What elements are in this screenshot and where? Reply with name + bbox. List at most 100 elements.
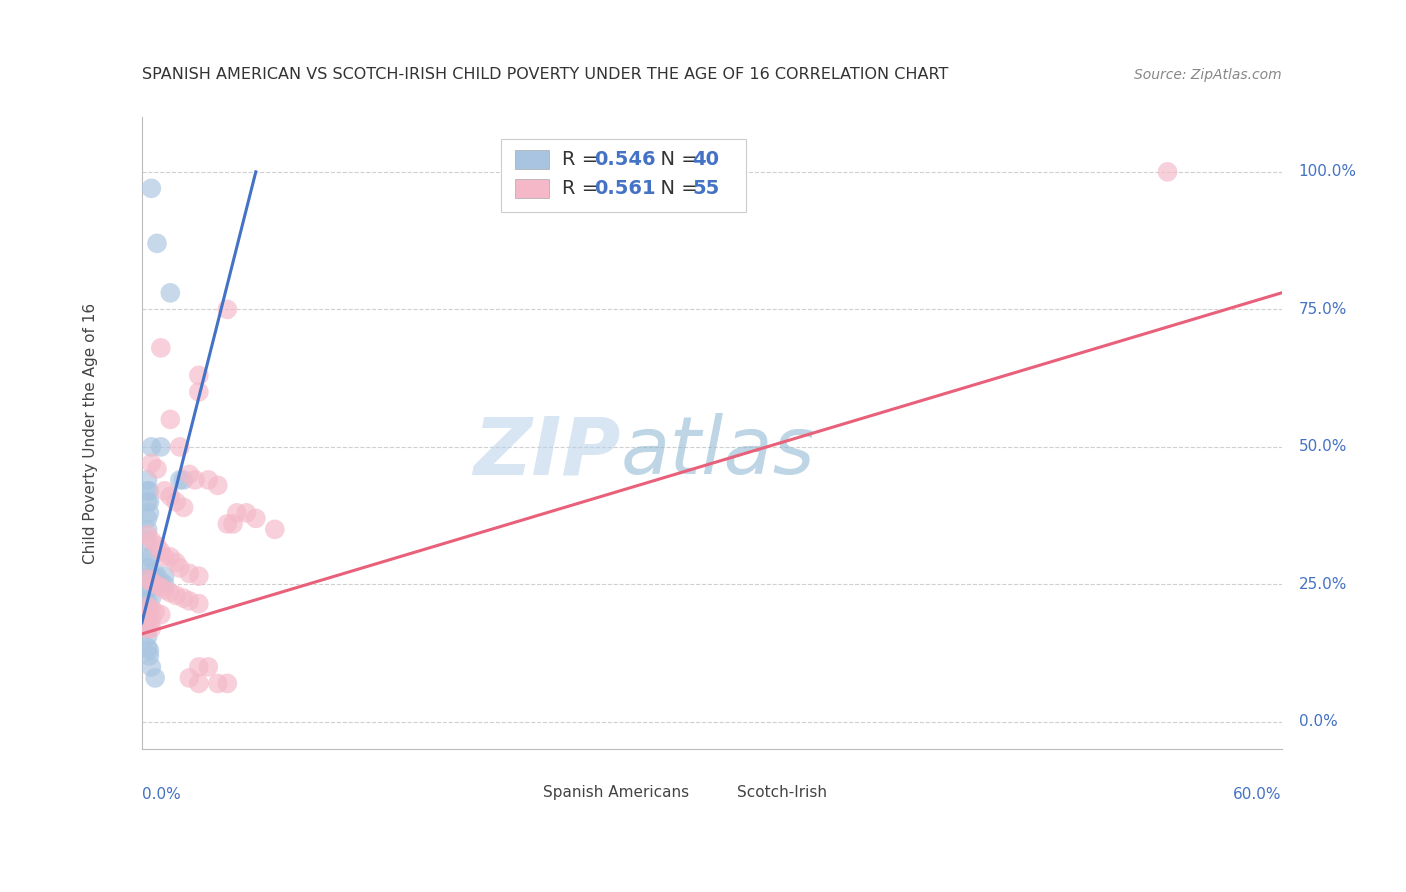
Text: 50.0%: 50.0% xyxy=(1299,440,1347,454)
Point xyxy=(136,610,159,624)
Point xyxy=(173,500,195,515)
Point xyxy=(169,561,191,575)
Point xyxy=(187,597,209,611)
Point xyxy=(143,566,166,581)
FancyBboxPatch shape xyxy=(515,178,548,198)
Point xyxy=(141,574,163,589)
FancyBboxPatch shape xyxy=(495,786,529,799)
Point xyxy=(141,613,163,627)
Point xyxy=(217,516,239,531)
Point xyxy=(136,621,159,635)
Point xyxy=(159,549,181,564)
Point xyxy=(149,580,172,594)
Text: 100.0%: 100.0% xyxy=(1299,164,1357,179)
Point xyxy=(136,621,159,635)
Point xyxy=(136,522,159,536)
Point xyxy=(141,456,163,470)
Point xyxy=(146,539,169,553)
Text: 0.0%: 0.0% xyxy=(1299,714,1337,730)
Point xyxy=(141,566,163,581)
Text: 60.0%: 60.0% xyxy=(1233,788,1281,803)
Point xyxy=(225,506,247,520)
Text: R =: R = xyxy=(562,178,605,198)
Point xyxy=(136,473,159,487)
Text: 0.0%: 0.0% xyxy=(142,788,180,803)
Point xyxy=(197,660,219,674)
Point xyxy=(187,569,209,583)
Point xyxy=(179,594,201,608)
Point xyxy=(153,582,176,597)
Text: N =: N = xyxy=(648,151,704,169)
Point xyxy=(138,506,160,520)
Point xyxy=(184,473,207,487)
Point xyxy=(136,511,159,525)
Point xyxy=(143,574,166,589)
Point xyxy=(187,368,209,383)
Point xyxy=(149,607,172,622)
Point xyxy=(136,605,159,619)
Point xyxy=(138,643,160,657)
Point xyxy=(141,549,163,564)
Point xyxy=(141,591,163,606)
Point xyxy=(136,483,159,498)
Point xyxy=(141,533,163,548)
Text: Spanish Americans: Spanish Americans xyxy=(543,785,689,800)
Point xyxy=(143,671,166,685)
Point xyxy=(153,483,176,498)
Text: 40: 40 xyxy=(692,151,720,169)
Point xyxy=(159,285,181,300)
Point xyxy=(153,577,176,591)
Point xyxy=(136,613,159,627)
Text: Child Poverty Under the Age of 16: Child Poverty Under the Age of 16 xyxy=(83,302,98,564)
Point xyxy=(179,566,201,581)
Point xyxy=(197,473,219,487)
Point xyxy=(146,236,169,251)
Point xyxy=(187,660,209,674)
Text: 25.0%: 25.0% xyxy=(1299,577,1347,592)
Point xyxy=(138,648,160,663)
Point xyxy=(153,549,176,564)
Point xyxy=(179,671,201,685)
Point xyxy=(159,412,181,426)
Point xyxy=(149,440,172,454)
Point xyxy=(136,640,159,655)
Point xyxy=(217,302,239,317)
Point xyxy=(179,467,201,482)
Point xyxy=(136,528,159,542)
Point xyxy=(159,489,181,503)
Point xyxy=(141,440,163,454)
Point xyxy=(136,572,159,586)
Point xyxy=(235,506,257,520)
Point xyxy=(136,599,159,614)
Text: Source: ZipAtlas.com: Source: ZipAtlas.com xyxy=(1133,68,1281,82)
Point xyxy=(207,676,229,690)
Point xyxy=(136,572,159,586)
Point xyxy=(222,516,245,531)
Point xyxy=(136,533,159,548)
Text: SPANISH AMERICAN VS SCOTCH-IRISH CHILD POVERTY UNDER THE AGE OF 16 CORRELATION C: SPANISH AMERICAN VS SCOTCH-IRISH CHILD P… xyxy=(142,67,948,82)
Point xyxy=(245,511,267,525)
Point xyxy=(141,580,163,594)
Text: 55: 55 xyxy=(692,178,720,198)
Point xyxy=(149,341,172,355)
Point xyxy=(141,621,163,635)
Point xyxy=(143,577,166,591)
Point xyxy=(187,384,209,399)
Text: ZIP: ZIP xyxy=(474,413,620,491)
Point xyxy=(165,588,187,602)
Point xyxy=(159,585,181,599)
Point xyxy=(136,495,159,509)
Point xyxy=(169,473,191,487)
Point xyxy=(217,676,239,690)
Point xyxy=(149,577,172,591)
FancyBboxPatch shape xyxy=(501,139,745,211)
Point xyxy=(141,181,163,195)
Point xyxy=(136,549,159,564)
Point xyxy=(136,582,159,597)
Point xyxy=(165,495,187,509)
Point xyxy=(169,440,191,454)
Text: 0.561: 0.561 xyxy=(595,178,657,198)
Point xyxy=(138,495,160,509)
Point xyxy=(136,594,159,608)
Point xyxy=(136,561,159,575)
